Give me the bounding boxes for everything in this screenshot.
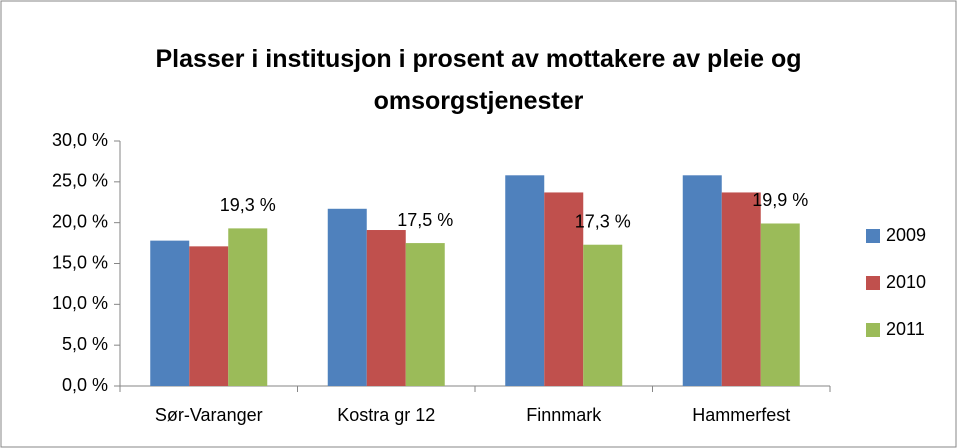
y-tick-label: 0,0 % [62,375,108,395]
data-label: 17,3 % [575,211,631,231]
y-tick-label: 10,0 % [52,293,108,313]
bar [327,208,367,386]
y-tick-label: 5,0 % [62,334,108,354]
legend-swatch [866,276,880,290]
bar [150,240,190,386]
data-label: 17,5 % [397,210,453,230]
y-tick-label: 15,0 % [52,252,108,272]
legend-label: 2009 [886,225,926,245]
bar [583,244,623,386]
bar [544,192,584,386]
bar [366,230,406,386]
data-label: 19,9 % [752,190,808,210]
bar [228,228,268,386]
bar [721,192,761,386]
data-label: 19,3 % [220,195,276,215]
bar [189,246,229,386]
x-tick-label: Kostra gr 12 [337,405,435,425]
x-tick-label: Sør-Varanger [155,405,263,425]
y-tick-label: 30,0 % [52,130,108,150]
bar [760,223,800,386]
bar [682,175,722,386]
legend-swatch [866,323,880,337]
legend-swatch [866,229,880,243]
x-tick-label: Finnmark [526,405,602,425]
legend-label: 2011 [886,319,925,339]
bar [405,243,445,386]
bar [505,175,545,386]
y-tick-label: 25,0 % [52,171,108,191]
chart-title: Plasser i institusjon i prosent av motta… [155,45,802,115]
x-tick-label: Hammerfest [692,405,790,425]
y-tick-label: 20,0 % [52,211,108,231]
legend-label: 2010 [886,272,926,292]
